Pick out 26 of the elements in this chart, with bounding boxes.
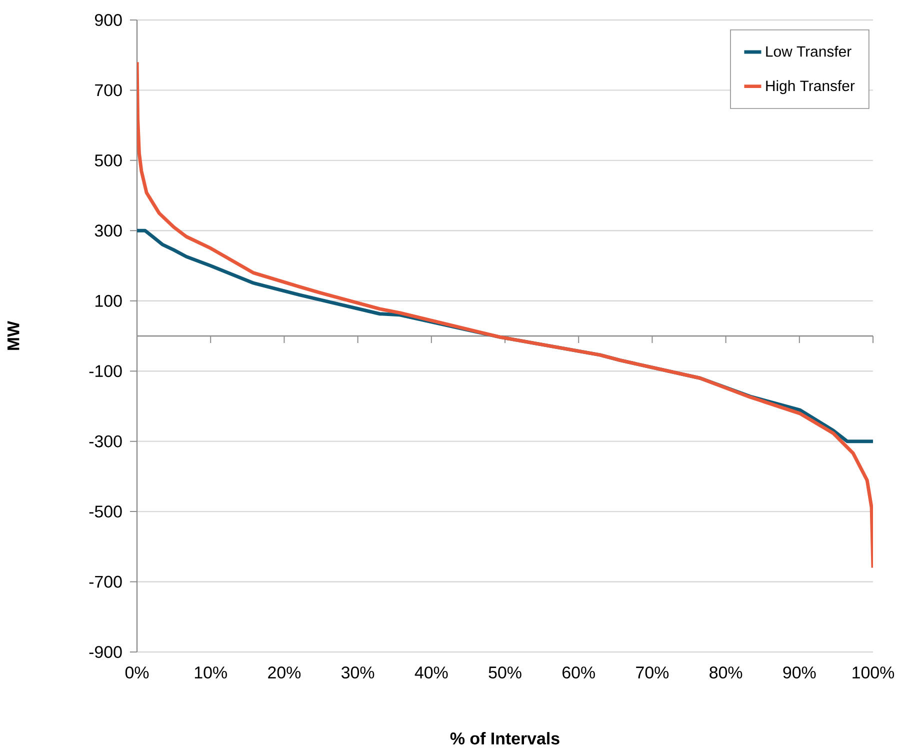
legend-label: Low Transfer [766, 46, 852, 57]
x-tick-label: 30% [341, 666, 374, 679]
x-axis-title: % of Intervals [450, 732, 560, 744]
x-tick-label: 10% [194, 666, 227, 679]
y-tick-label: 100 [96, 294, 122, 307]
x-tick-label: 0% [125, 666, 149, 679]
line-series [137, 60, 874, 570]
y-axis-title: MW [8, 320, 20, 350]
legend-label: High Transfer [766, 80, 855, 94]
x-tick-label: 40% [414, 666, 448, 679]
y-tick-label: 500 [94, 154, 122, 166]
y-tick-label: -900 [89, 646, 122, 658]
y-tick-label: -700 [89, 576, 122, 588]
x-tick-label: 100% [852, 666, 894, 679]
y-tick-label: 300 [94, 224, 122, 237]
y-tick-label: 900 [95, 14, 122, 26]
x-tick-label: 90% [783, 666, 816, 679]
x-tick-label: 60% [562, 666, 595, 679]
x-tick-label: 20% [268, 666, 301, 679]
x-tick-label: 70% [636, 666, 669, 679]
x-tick-label: 80% [710, 666, 742, 679]
x-tick-label: 50% [488, 666, 522, 679]
y-tick-label: -300 [89, 435, 122, 448]
y-tick-label: 700 [95, 84, 122, 96]
y-tick-label: -500 [89, 506, 122, 518]
y-tick-label: -100 [89, 365, 122, 378]
